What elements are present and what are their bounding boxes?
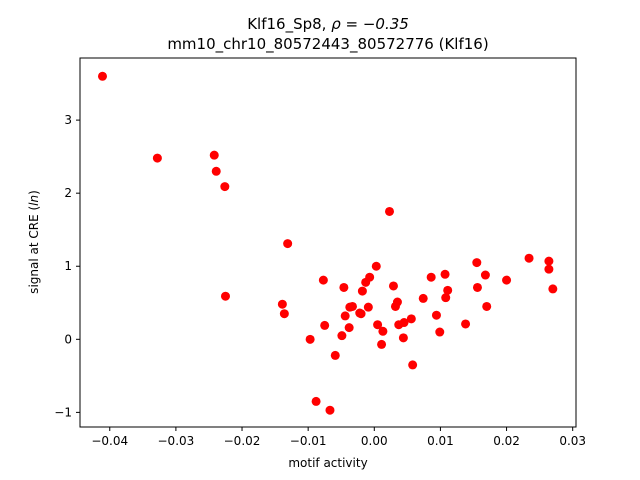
y-axis-label-prefix: signal at CRE (	[27, 206, 41, 294]
data-point	[340, 311, 350, 321]
data-point	[398, 333, 408, 343]
data-point	[339, 282, 349, 292]
data-point	[435, 327, 445, 337]
x-tick-label: −0.03	[158, 434, 195, 448]
data-point	[325, 405, 335, 415]
data-point	[385, 206, 394, 216]
y-tick-label: 3	[64, 113, 72, 127]
y-axis-label-suffix: )	[27, 190, 41, 195]
data-point	[357, 286, 367, 296]
x-tick-label: 0.02	[493, 434, 520, 448]
x-axis-ticks: −0.04 −0.03 −0.02 −0.01 0.00 0.01 0.02 0.03	[91, 427, 586, 448]
data-point	[502, 275, 512, 285]
data-point	[277, 299, 287, 309]
y-tick-label: 0	[64, 332, 72, 346]
data-point	[344, 323, 354, 333]
data-point	[347, 301, 357, 311]
data-point	[441, 293, 451, 303]
data-point	[472, 282, 482, 292]
y-tick-label: 2	[64, 186, 72, 200]
data-point	[472, 258, 482, 268]
y-axis-label: signal at CRE (ln)	[27, 190, 41, 294]
data-point	[392, 297, 402, 307]
data-point	[480, 270, 490, 280]
x-axis-label: motif activity	[288, 456, 367, 470]
data-point	[211, 166, 221, 176]
y-tick-label: 1	[64, 259, 72, 273]
data-point	[311, 396, 321, 406]
chart-title-name: Klf16_Sp8,	[247, 15, 331, 34]
x-tick-label: 0.01	[427, 434, 454, 448]
data-point	[209, 150, 219, 160]
data-point	[356, 309, 366, 319]
data-point	[443, 285, 453, 295]
data-point	[220, 182, 230, 192]
data-point	[399, 318, 409, 328]
x-tick-label: 0.00	[361, 434, 388, 448]
x-tick-label: −0.04	[91, 434, 128, 448]
data-point	[363, 302, 373, 312]
data-point	[461, 319, 471, 329]
data-point	[318, 275, 328, 285]
data-point	[418, 293, 428, 303]
x-tick-label: −0.01	[290, 434, 327, 448]
data-point	[378, 326, 388, 336]
data-point	[220, 291, 230, 301]
data-point	[97, 71, 107, 81]
data-point	[373, 320, 383, 330]
data-point	[371, 261, 381, 271]
data-point	[152, 153, 162, 163]
chart-title: Klf16_Sp8, ρ = −0.35	[247, 15, 409, 34]
y-axis-ticks: −1 0 1 2 3	[54, 113, 80, 419]
data-point	[330, 350, 340, 360]
chart-title-rho: ρ = −0.35	[331, 15, 409, 33]
chart-subtitle: mm10_chr10_80572443_80572776 (Klf16)	[167, 35, 488, 54]
data-point	[524, 253, 534, 263]
data-point	[283, 239, 293, 249]
data-point	[365, 272, 375, 282]
data-point	[406, 314, 416, 324]
data-point	[279, 309, 289, 319]
x-tick-label: −0.02	[224, 434, 261, 448]
data-point	[377, 339, 387, 349]
data-points	[97, 71, 558, 415]
data-point	[544, 256, 554, 266]
data-point	[337, 331, 347, 341]
data-point	[544, 264, 554, 274]
y-tick-label: −1	[54, 405, 72, 419]
data-point	[426, 272, 436, 282]
data-point	[482, 301, 492, 311]
data-point	[388, 281, 398, 291]
data-point	[320, 320, 330, 330]
data-point	[305, 334, 315, 344]
x-tick-label: 0.03	[559, 434, 586, 448]
data-point	[431, 310, 441, 320]
data-point	[440, 269, 450, 279]
data-point	[548, 284, 558, 294]
y-axis-label-italic: ln	[27, 195, 41, 206]
plot-frame	[79, 57, 577, 428]
data-point	[408, 360, 418, 370]
